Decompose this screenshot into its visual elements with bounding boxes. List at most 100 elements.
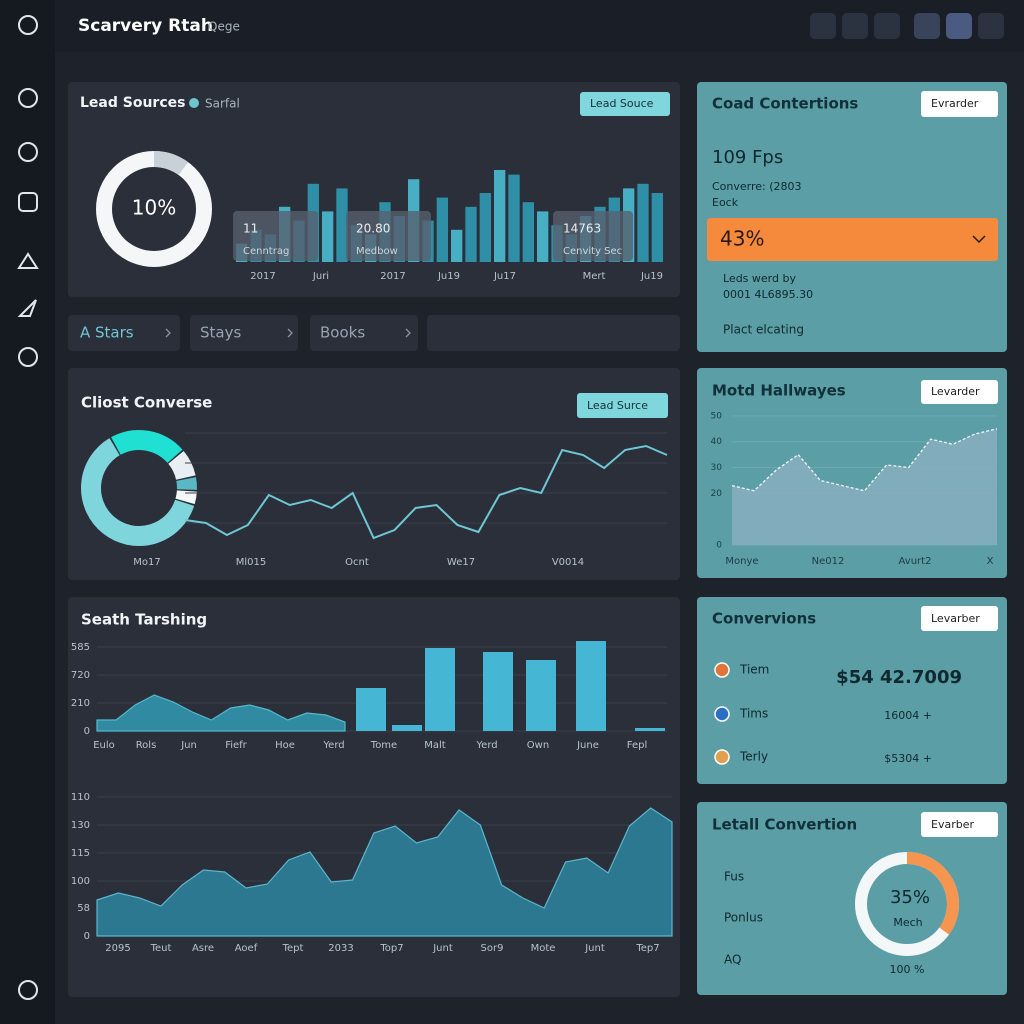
footer-text: 100 % [890, 963, 925, 976]
donut-segment [81, 438, 195, 546]
bar [522, 202, 534, 262]
x-tick-label: Tep7 [635, 943, 659, 954]
row-label: Ponlus [724, 911, 763, 925]
donut-caption: Mech [893, 916, 922, 929]
nav-icon[interactable] [18, 142, 38, 162]
tab[interactable] [190, 315, 298, 351]
header-buttons[interactable] [810, 13, 1004, 39]
y-tick-label: 0 [716, 541, 722, 551]
metric: 109 Fps [712, 147, 783, 168]
panel-title: Cliost Converse [81, 394, 212, 412]
dropdown[interactable] [921, 91, 998, 117]
tab-label[interactable]: Books [320, 324, 365, 342]
tab[interactable] [427, 315, 680, 351]
y-tick-label: 100 [71, 876, 90, 887]
stat-card [233, 211, 318, 261]
bar [637, 183, 649, 262]
x-tick-label: Junt [432, 943, 453, 954]
tab-label[interactable]: Stays [200, 324, 241, 342]
x-tick-label: Eulo [93, 740, 115, 751]
app-subtitle: Qege [208, 20, 240, 34]
row-icon [714, 706, 730, 722]
x-tick-label: Jun [180, 740, 197, 751]
row-value: 16004 + [884, 709, 932, 722]
nav-icon[interactable] [18, 192, 38, 212]
row-label: Tiem [739, 663, 769, 677]
x-tick-label: Monye [725, 556, 758, 567]
x-tick-label: Mert [583, 271, 606, 282]
y-tick-label: 40 [711, 437, 723, 447]
button[interactable] [580, 92, 670, 116]
x-tick-label: Yerd [475, 740, 497, 751]
bar [576, 641, 606, 731]
panel [68, 368, 680, 580]
stat-value: 14763 [563, 222, 601, 236]
stat-card [553, 211, 633, 261]
nav-icon[interactable] [18, 88, 38, 108]
donut-segment [111, 430, 183, 464]
donut-segment [906, 852, 959, 935]
legend-dot [189, 98, 199, 108]
panel-title: Coad Contertions [712, 95, 858, 113]
dropdown[interactable] [921, 380, 998, 404]
icon-button[interactable] [842, 13, 868, 39]
stat-value: 11 [243, 222, 258, 236]
x-tick-label: Ju17 [493, 271, 516, 282]
dropdown-label: Evarber [931, 818, 974, 831]
note: Leds werd by [723, 272, 796, 285]
tab-label[interactable]: A Stars [80, 324, 134, 342]
panel-title: Lead Sources [80, 95, 185, 111]
chevron [405, 328, 411, 338]
icon-button[interactable] [874, 13, 900, 39]
bar [479, 193, 491, 262]
tab[interactable] [68, 315, 180, 351]
x-tick-label: Hoe [275, 740, 295, 751]
x-tick-label: June [576, 740, 599, 751]
x-tick-label: Yerd [322, 740, 344, 751]
icon-button[interactable] [946, 13, 972, 39]
donut-segment [175, 490, 197, 505]
settings-icon[interactable] [18, 980, 38, 1000]
panel [697, 597, 1007, 784]
x-tick-label: Malt [424, 740, 446, 751]
x-tick-label: Own [527, 740, 549, 751]
panel-title: Motd Hallwayes [712, 382, 846, 400]
bar [322, 211, 334, 262]
x-tick-label: Ocnt [345, 557, 369, 568]
bar [526, 660, 556, 731]
y-tick-label: 30 [711, 463, 723, 473]
dropdown[interactable] [921, 606, 998, 631]
x-tick-label: Ju19 [437, 271, 460, 282]
area [732, 428, 997, 545]
sidebar-icons[interactable] [17, 15, 39, 1000]
stat-label: Cenntrag [243, 246, 289, 257]
y-tick-label: 110 [71, 792, 90, 803]
highlight-bar[interactable] [707, 218, 998, 261]
tab[interactable] [310, 315, 418, 351]
metric-detail: Eock [712, 196, 739, 209]
icon-button[interactable] [810, 13, 836, 39]
dropdown-label: Levarber [931, 612, 980, 625]
logo-icon[interactable] [18, 15, 38, 35]
dropdown[interactable] [921, 812, 998, 837]
area-outline [731, 428, 998, 492]
legend-label: Sarfal [205, 97, 240, 111]
donut-segment [153, 151, 189, 176]
icon-button[interactable] [914, 13, 940, 39]
button-label: Lead Souce [590, 97, 654, 110]
dropdown-label: Levarder [931, 385, 980, 398]
button[interactable] [577, 393, 668, 418]
button-label: Lead Surce [587, 399, 648, 412]
nav-icon[interactable] [18, 347, 38, 367]
nav-icon[interactable] [17, 299, 37, 317]
x-tick-label: 2017 [380, 271, 405, 282]
icon-button[interactable] [978, 13, 1004, 39]
panel-title: Convervions [712, 610, 816, 628]
x-tick-label: Ml015 [236, 557, 267, 568]
bar [635, 728, 665, 731]
nav-icon[interactable] [17, 252, 39, 269]
x-tick-label: Fiefr [225, 740, 247, 751]
sidebar [0, 0, 55, 1024]
row-icon [714, 662, 730, 678]
donut-label: 10% [132, 196, 176, 220]
